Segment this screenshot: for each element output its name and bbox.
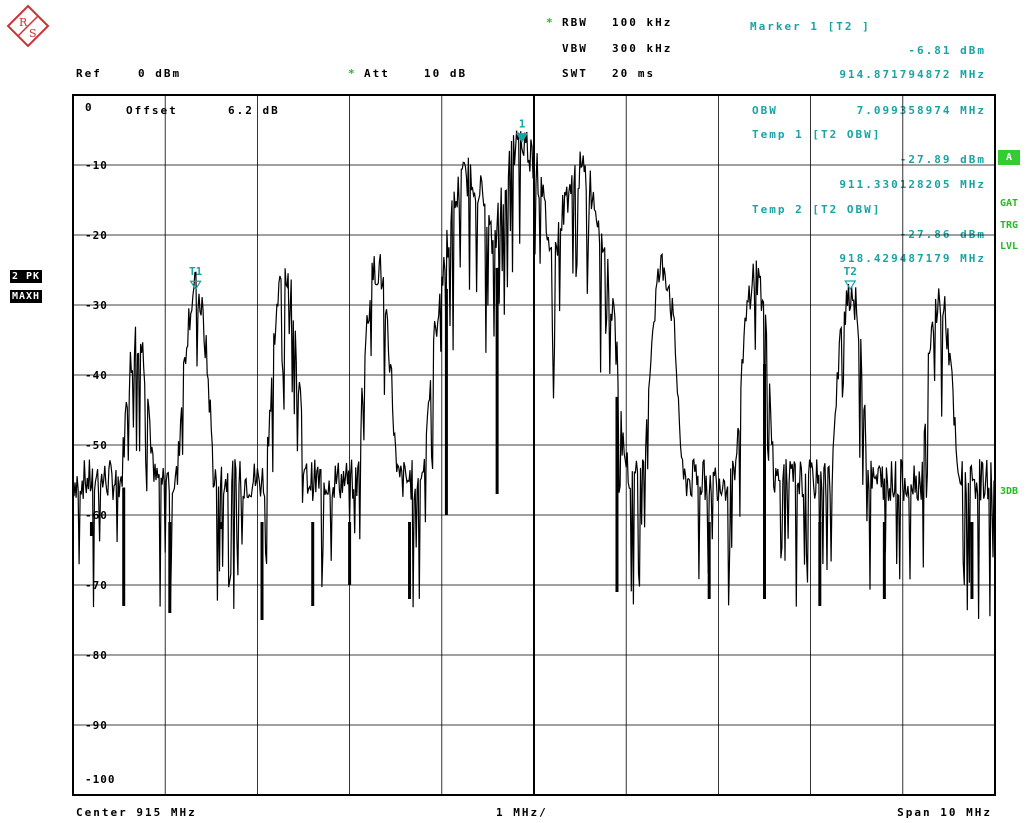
lvl-label: LVL [1000,241,1019,252]
ref-label: Ref [76,67,102,80]
y-tick-label: -30 [85,299,108,312]
spectrum-trace [72,130,996,619]
temp2-freq: 918.429487179 MHz [839,252,986,265]
y-tick-label: -50 [85,439,108,452]
frequency-per-division: 1 MHz/ [496,806,548,819]
y-tick-label: -60 [85,509,108,522]
y-tick-label: -40 [85,369,108,382]
swt-label: SWT [562,67,588,80]
vbw-value: 300 kHz [612,42,673,55]
y-tick-label: -100 [85,773,116,786]
marker-t2-label: T2 [844,265,857,278]
y-tick-label: -20 [85,229,108,242]
svg-text:S: S [29,27,37,40]
y-tick-label: -10 [85,159,108,172]
frequency-span: Span 10 MHz [897,806,992,819]
vbw-label: VBW [562,42,588,55]
center-frequency: Center 915 MHz [76,806,197,819]
svg-text:R: R [19,16,28,29]
y-tick-label: -80 [85,649,108,662]
temp2-level: -27.86 dBm [899,228,986,241]
y-tick-label: -70 [85,579,108,592]
marker-t2-triangle-icon [844,280,857,291]
temp1-title: Temp 1 [T2 OBW] [752,128,882,141]
marker1-freq: 914.871794872 MHz [839,68,986,81]
rbw-label: RBW [562,16,588,29]
gat-label: GAT [1000,198,1019,209]
offset-label: Offset [126,104,178,117]
att-value: 10 dB [424,67,468,80]
marker-t1-label: T1 [189,265,203,278]
temp1-freq: 911.330128205 MHz [839,178,986,191]
y-tick-label: 0 [85,101,93,114]
marker-t1-triangle-icon [189,280,202,291]
rbw-value: 100 kHz [612,16,673,29]
rbw-star: * [546,16,555,29]
att-star: * [348,67,357,80]
att-label: Att [364,67,390,80]
marker1-level: -6.81 dBm [908,44,986,57]
offset-value: 6.2 dB [228,104,280,117]
marker-1-label: 1 [519,118,526,131]
three-db-label: 3DB [1000,486,1019,497]
marker-1-triangle-icon [515,133,529,143]
trace-detector-badge: MAXH [10,290,43,303]
trg-label: TRG [1000,220,1019,231]
rohde-schwarz-logo-icon: R S [6,4,50,48]
marker1-title: Marker 1 [T2 ] [750,20,871,33]
obw-label: OBW [752,104,778,117]
ref-value: 0 dBm [138,67,182,80]
temp2-title: Temp 2 [T2 OBW] [752,203,882,216]
screen-a-badge: A [998,150,1021,165]
y-tick-label: -90 [85,719,108,732]
swt-value: 20 ms [612,67,656,80]
temp1-level: -27.89 dBm [899,153,986,166]
trace-mode-badge: 2 PK [10,270,43,283]
